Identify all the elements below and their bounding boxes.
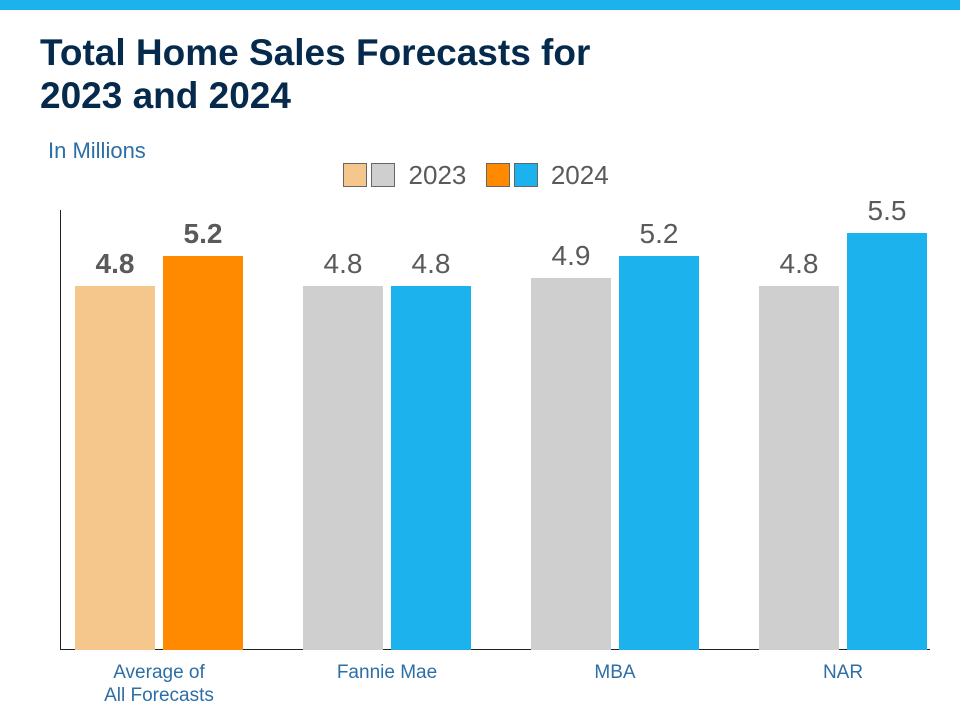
legend-swatch-2023-b <box>371 163 395 187</box>
legend-swatch-2024-b <box>514 163 538 187</box>
bar <box>619 256 699 650</box>
bar-value-label: 4.8 <box>293 248 393 280</box>
category-label: Average of All Forecasts <box>45 662 273 708</box>
bar-value-label: 4.8 <box>65 248 165 280</box>
category-label: Fannie Mae <box>273 662 501 685</box>
bar-value-label: 5.2 <box>153 218 253 250</box>
top-accent-bar <box>0 0 960 10</box>
legend-label-2023: 2023 <box>409 160 467 191</box>
bar <box>163 256 243 650</box>
bar-value-label: 5.2 <box>609 218 709 250</box>
bar-value-label: 4.9 <box>521 240 621 272</box>
bar <box>75 286 155 650</box>
bar-value-label: 4.8 <box>749 248 849 280</box>
legend-swatch-2023-a <box>343 163 367 187</box>
bar <box>759 286 839 650</box>
bar <box>847 233 927 650</box>
y-axis <box>60 210 61 650</box>
legend-label-2024: 2024 <box>551 160 609 191</box>
category-label: NAR <box>729 662 957 685</box>
chart-title: Total Home Sales Forecasts for 2023 and … <box>40 32 590 117</box>
category-label: MBA <box>501 662 729 685</box>
bar <box>391 286 471 650</box>
bar <box>303 286 383 650</box>
bar-value-label: 5.5 <box>837 195 937 227</box>
chart-area: 4.85.2Average of All Forecasts4.84.8Fann… <box>60 210 930 650</box>
bar <box>531 278 611 650</box>
legend: 2023 2024 <box>0 158 960 191</box>
bar-value-label: 4.8 <box>381 248 481 280</box>
legend-swatch-2024-a <box>486 163 510 187</box>
